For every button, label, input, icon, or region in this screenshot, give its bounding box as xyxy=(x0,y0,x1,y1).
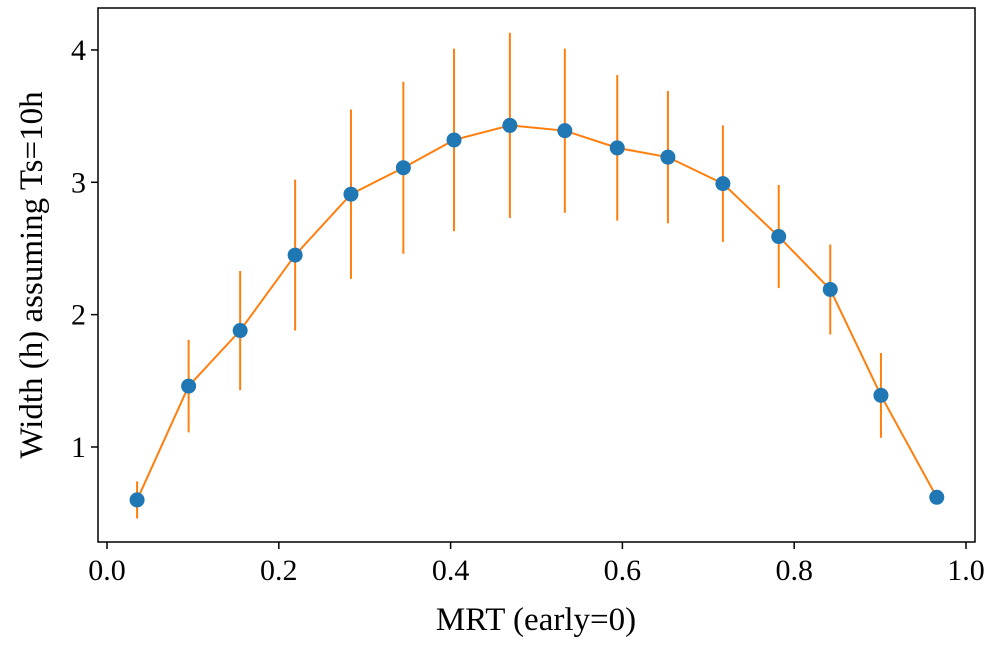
point xyxy=(609,140,625,156)
point xyxy=(771,229,787,245)
y-tick-label: 2 xyxy=(71,299,86,332)
point xyxy=(181,378,197,394)
line xyxy=(136,124,938,501)
x-tick-label: 0.4 xyxy=(432,554,470,587)
x-tick-label: 0.8 xyxy=(775,554,813,587)
x-tick-label: 0.6 xyxy=(604,554,642,587)
x-axis-label: MRT (early=0) xyxy=(436,602,636,638)
plot-frame xyxy=(97,7,976,543)
point xyxy=(343,186,359,202)
point xyxy=(232,323,248,339)
x-tick-label: 0.0 xyxy=(88,554,126,587)
point xyxy=(446,132,462,148)
y-tick-label: 4 xyxy=(71,34,86,67)
point xyxy=(822,281,838,297)
point xyxy=(557,123,573,139)
point xyxy=(929,489,945,505)
point xyxy=(873,387,889,403)
y-axis-label: Width (h) assuming Ts=10h xyxy=(14,91,50,459)
point xyxy=(502,117,518,133)
point xyxy=(287,247,303,263)
point xyxy=(715,176,731,192)
y-tick-label: 1 xyxy=(71,431,86,464)
x-tick-label: 0.2 xyxy=(260,554,298,587)
x-tick-label: 1.0 xyxy=(947,554,985,587)
y-tick-label: 3 xyxy=(71,166,86,199)
point xyxy=(129,492,145,508)
point xyxy=(660,149,676,165)
point xyxy=(395,160,411,176)
